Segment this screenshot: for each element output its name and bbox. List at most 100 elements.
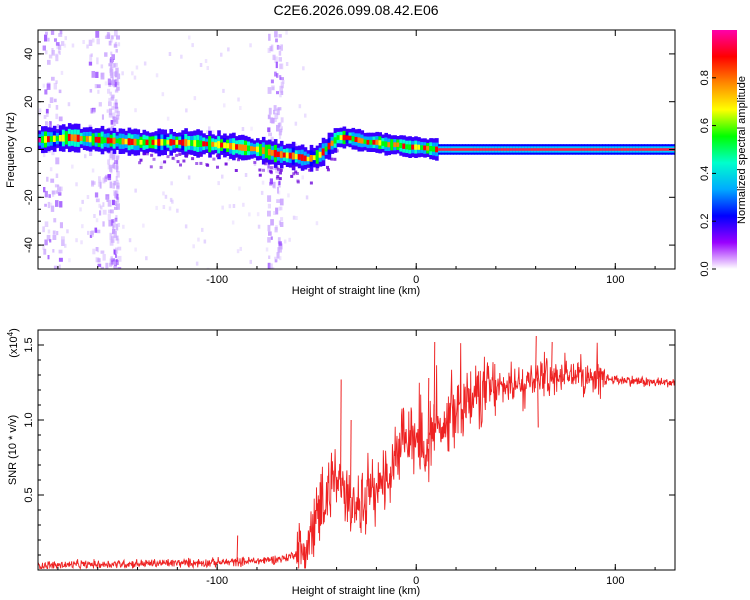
ridge-cell [88, 136, 93, 143]
noise-cell [111, 94, 115, 99]
ridge-cell [205, 141, 209, 147]
ridge-cell [291, 152, 296, 160]
ridge-cell [444, 148, 448, 151]
noise-cell [221, 205, 224, 210]
noise-cell [88, 61, 93, 66]
ridge-cell [345, 135, 350, 140]
noise-cell [275, 176, 279, 180]
noise-cell [91, 108, 96, 114]
ridge-cell [587, 148, 591, 151]
noise-cell [55, 105, 59, 110]
noise-cell [116, 114, 120, 120]
ridge-cell [336, 135, 341, 140]
ridge-cell [426, 146, 430, 151]
ridge-cell [333, 137, 338, 144]
noise-cell [285, 62, 289, 66]
noise-cell [115, 247, 119, 254]
noise-cell [110, 256, 113, 261]
noise-cell [61, 239, 65, 246]
noise-cell [106, 32, 110, 39]
noise-cell [279, 221, 284, 227]
snr-spike [535, 335, 537, 379]
ridge-cell [339, 135, 344, 140]
noise-cell [43, 115, 47, 119]
noise-cell [102, 254, 106, 261]
noise-cell [49, 121, 52, 129]
noise-cell [53, 82, 57, 90]
noise-cell [199, 63, 203, 67]
ridge-cell [542, 148, 547, 151]
noise-cell [47, 59, 51, 65]
noise-cell [108, 154, 112, 160]
y-tick-label: 40 [23, 48, 35, 60]
noise-cell [45, 50, 48, 55]
noise-cell [115, 215, 118, 220]
ridge-cell [590, 148, 594, 151]
colorbar-tick-label: 0.8 [699, 70, 711, 85]
noise-cell [280, 81, 284, 89]
noise-cell [267, 87, 272, 94]
noise-cell [44, 190, 48, 198]
noise-cell [59, 30, 63, 35]
noise-cell [111, 106, 115, 110]
noise-cell [112, 199, 115, 205]
ridge-cell [121, 138, 126, 145]
noise-cell [258, 168, 262, 172]
noise-cell [90, 108, 93, 114]
noise-cell [114, 102, 118, 109]
ridge-cell [527, 148, 532, 151]
spectrogram-ylabel: Frequency (Hz) [5, 112, 17, 188]
noise-cell [278, 132, 282, 139]
noise-cell [51, 50, 55, 56]
noise-cell [114, 79, 117, 87]
noise-cell [114, 190, 119, 197]
noise-cell [51, 151, 55, 156]
noise-cell [104, 81, 108, 86]
ridge-cell [462, 148, 466, 151]
ridge-cell [399, 142, 403, 148]
noise-cell [268, 231, 272, 236]
noise-cell [115, 49, 118, 53]
noise-cell [277, 122, 280, 128]
noise-cell [111, 219, 115, 223]
noise-cell [305, 195, 309, 200]
noise-cell [57, 187, 61, 191]
noise-cell [275, 61, 278, 69]
noise-cell [113, 265, 116, 269]
noise-cell [275, 38, 278, 43]
ridge-cell [644, 148, 648, 151]
noise-cell [99, 181, 102, 189]
noise-cell [47, 255, 50, 260]
noise-cell [203, 239, 207, 244]
noise-cell [283, 239, 287, 244]
noise-cell [52, 230, 56, 235]
noise-cell [217, 181, 220, 186]
noise-cell [280, 90, 284, 95]
noise-cell [160, 161, 163, 166]
noise-cell [107, 174, 112, 181]
noise-cell [267, 127, 271, 133]
ridge-cell [518, 148, 523, 151]
x-tick-label: -100 [206, 575, 228, 587]
noise-cell [113, 83, 117, 88]
noise-cell [60, 70, 64, 75]
noise-cell [42, 226, 45, 233]
noise-cell [275, 207, 279, 215]
ridge-cell [650, 148, 654, 151]
noise-cell [274, 113, 279, 120]
ridge-cell [321, 148, 326, 156]
ridge-cell [378, 140, 382, 146]
noise-cell [258, 173, 262, 177]
noise-cell [142, 152, 146, 156]
noise-cell [302, 66, 305, 71]
noise-cell [57, 50, 60, 54]
noise-cell [113, 116, 116, 124]
noise-cell [269, 181, 273, 186]
noise-cell [208, 126, 211, 131]
noise-cell [116, 238, 120, 244]
noise-cell [282, 80, 285, 84]
ridge-cell [73, 134, 78, 142]
noise-cell [104, 35, 108, 39]
ridge-cell [530, 148, 535, 151]
ridge-cell [390, 142, 394, 148]
